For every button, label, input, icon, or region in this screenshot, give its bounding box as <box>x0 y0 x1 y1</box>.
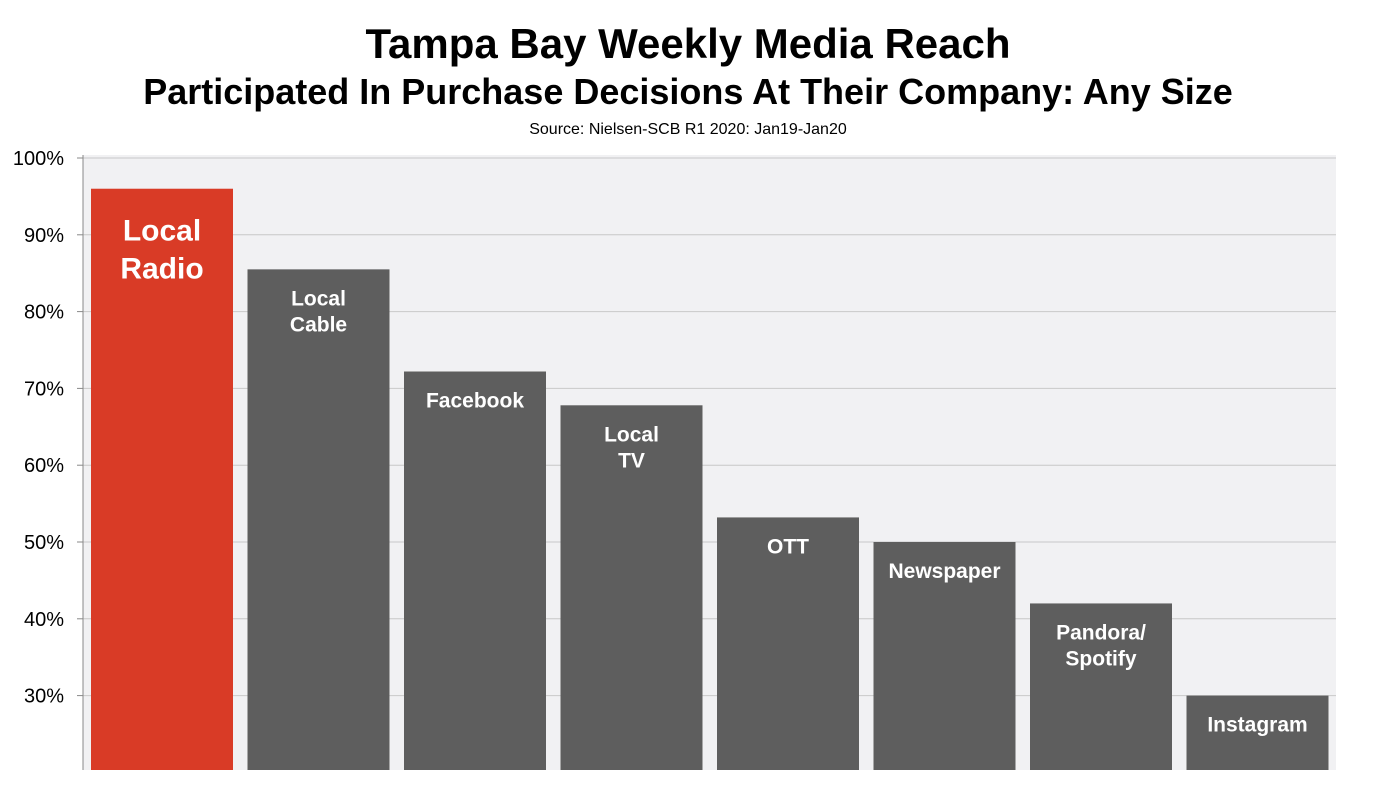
y-tick-label: 100% <box>13 148 64 170</box>
bar-label: Instagram <box>1207 714 1307 737</box>
chart-title: Tampa Bay Weekly Media Reach <box>365 20 1011 67</box>
y-tick-label: 80% <box>24 302 64 324</box>
bar-label: Local Cable <box>290 287 347 336</box>
bar <box>247 269 390 770</box>
bar <box>560 405 703 770</box>
bar <box>717 517 859 770</box>
bar-label: Newspaper <box>888 560 1000 583</box>
y-axis: 100% 90% 80% 70% 60% 50% 40% 30% <box>13 148 84 770</box>
y-tick-label: 30% <box>24 686 64 708</box>
bar <box>1186 695 1329 770</box>
bar <box>1030 603 1172 770</box>
bar <box>91 188 233 771</box>
bar <box>873 542 1016 770</box>
bar-label: Facebook <box>426 390 524 413</box>
chart-subtitle: Participated In Purchase Decisions At Th… <box>143 71 1233 112</box>
y-tick-label: 40% <box>24 609 64 631</box>
bar-label: Local TV <box>604 423 659 472</box>
bar <box>404 371 546 770</box>
y-tick-label: 70% <box>24 378 64 400</box>
y-tick-label: 90% <box>24 225 64 247</box>
chart-source: Source: Nielsen-SCB R1 2020: Jan19-Jan20 <box>529 121 847 138</box>
bar-label: Local Radio <box>120 215 203 286</box>
bar-label: Pandora/Spotify <box>1056 621 1146 670</box>
bars: Local Radio Local Cable Facebook Local TV OTT Ne… <box>91 188 1329 771</box>
bar-label: OTT <box>767 535 809 558</box>
y-tick-label: 60% <box>24 455 64 477</box>
y-tick-label: 50% <box>24 532 64 554</box>
